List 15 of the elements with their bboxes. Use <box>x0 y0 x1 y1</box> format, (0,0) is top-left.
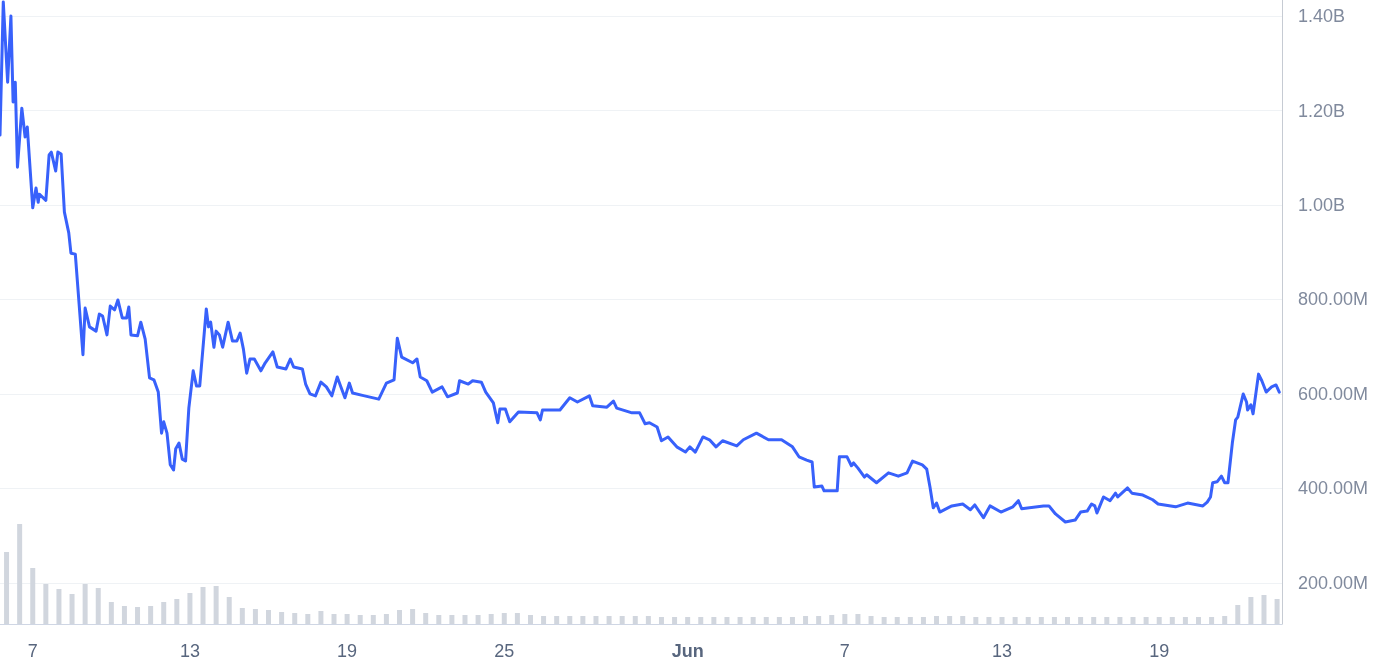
y-tick-label: 1.40B <box>1298 6 1346 27</box>
x-tick-label: 13 <box>179 641 200 661</box>
x-tick-label: 25 <box>494 641 515 661</box>
y-tick-label: 1.00B <box>1298 195 1346 216</box>
x-tick-label: 7 <box>839 641 850 661</box>
y-tick-label: 800.00M <box>1298 289 1369 310</box>
y-tick-label: 1.20B <box>1298 100 1346 121</box>
y-tick-label: 400.00M <box>1298 478 1369 499</box>
x-tick-label: Jun <box>671 641 704 661</box>
x-tick-label: 19 <box>1149 641 1170 661</box>
x-tick-label: 7 <box>27 641 38 661</box>
y-tick-label: 200.00M <box>1298 572 1369 593</box>
x-tick-label: 13 <box>992 641 1013 661</box>
x-tick-label: 19 <box>337 641 358 661</box>
y-tick-label: 600.00M <box>1298 383 1369 404</box>
